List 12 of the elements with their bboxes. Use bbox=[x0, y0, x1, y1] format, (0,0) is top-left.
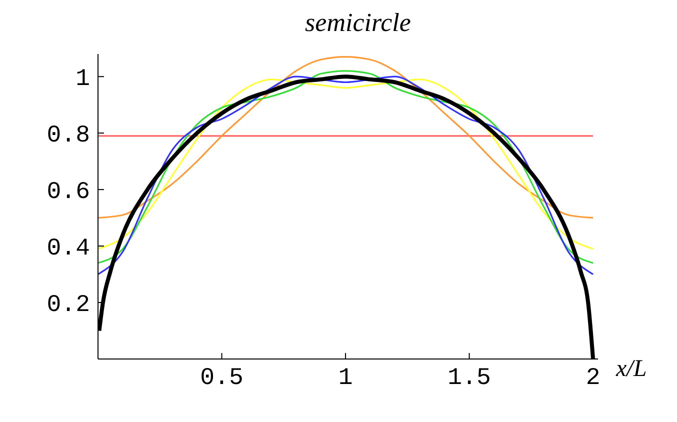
y-tick-label: 0.8 bbox=[46, 122, 90, 150]
y-tick-label: 0.4 bbox=[46, 236, 90, 263]
line-series bbox=[98, 56, 594, 219]
y-tick-label: 1 bbox=[76, 66, 90, 94]
x-tick-label: 1.5 bbox=[448, 365, 491, 392]
x-axis-title: x/L bbox=[616, 356, 647, 383]
y-tick-label: 0.6 bbox=[46, 179, 90, 206]
chart-title: semicircle bbox=[304, 8, 412, 39]
x-tick-label: 2 bbox=[586, 365, 600, 392]
x-tick-label: 0.5 bbox=[200, 365, 244, 392]
y-tick-label: 0.2 bbox=[46, 292, 90, 320]
x-tick-label: 1 bbox=[338, 365, 353, 392]
